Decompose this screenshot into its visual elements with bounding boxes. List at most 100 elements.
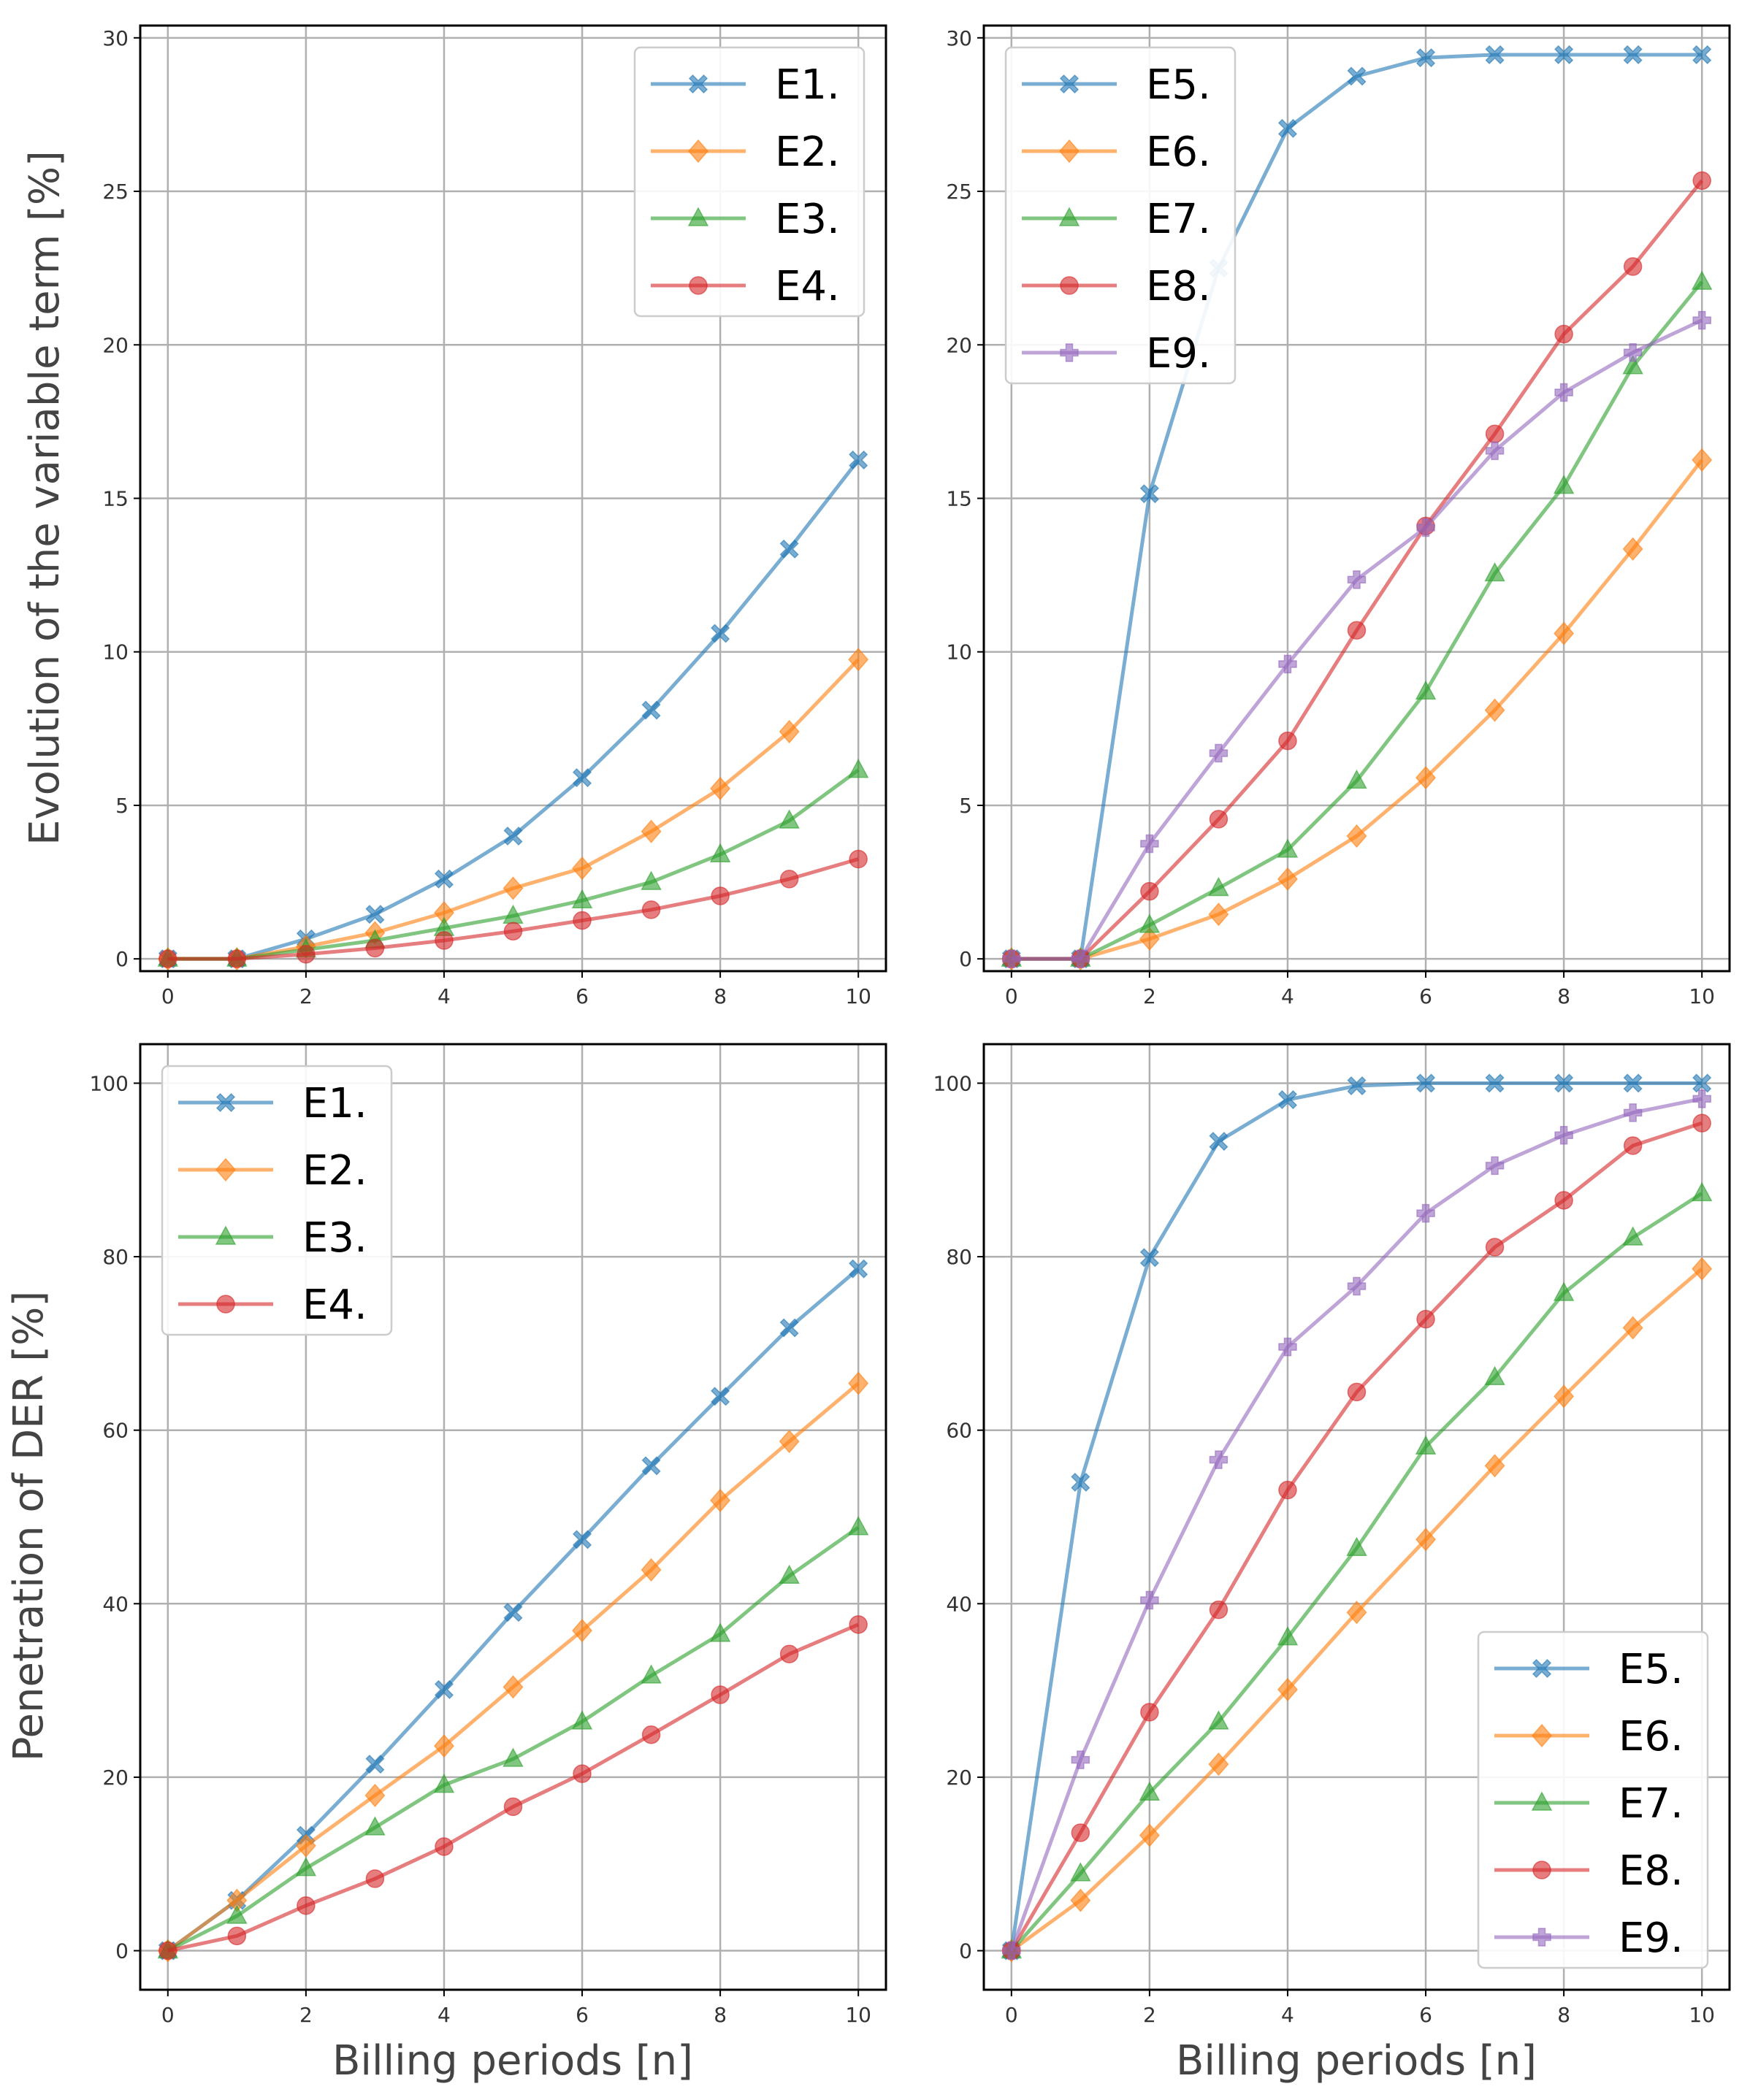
legend-box <box>1004 46 1237 385</box>
data-point <box>641 1725 661 1744</box>
data-point <box>641 819 662 843</box>
y-tick-label: 100 <box>933 1071 972 1095</box>
x-tick-label: 2 <box>1143 2003 1156 2027</box>
data-point <box>1416 1309 1435 1329</box>
legend-marker <box>688 139 708 164</box>
data-point <box>711 1387 730 1406</box>
x-tick-label: 10 <box>845 2003 871 2027</box>
data-point <box>1208 876 1229 897</box>
data-point <box>1623 1103 1643 1122</box>
data-point <box>158 949 177 968</box>
x-tick-label: 10 <box>1689 2003 1715 2027</box>
y-tick-label: 15 <box>102 487 129 511</box>
data-point <box>1484 698 1505 722</box>
data-point <box>503 826 523 846</box>
data-point <box>1278 731 1297 751</box>
data-point <box>711 886 730 905</box>
data-point <box>297 1896 316 1915</box>
data-point <box>433 1734 454 1758</box>
x-tick-label: 8 <box>1557 984 1570 1008</box>
y-tick-label: 60 <box>946 1419 972 1443</box>
data-point <box>1208 1710 1229 1730</box>
data-point <box>779 719 800 744</box>
data-point <box>1209 1132 1229 1151</box>
data-point <box>1071 1750 1090 1769</box>
data-point <box>1623 1073 1643 1093</box>
data-point <box>503 921 523 941</box>
data-point <box>1139 1781 1161 1801</box>
legend-label: E6. <box>1619 1713 1684 1760</box>
data-point <box>1692 310 1711 330</box>
data-point <box>1485 45 1505 65</box>
data-point <box>1484 1454 1505 1478</box>
legend-marker <box>1532 1861 1551 1879</box>
data-point <box>1002 1941 1021 1961</box>
legend-marker <box>1060 343 1079 362</box>
data-point <box>1140 834 1159 854</box>
data-point <box>1415 765 1437 790</box>
x-tick-label: 8 <box>714 2003 727 2027</box>
data-point <box>365 1755 385 1774</box>
data-point <box>779 539 799 559</box>
data-point <box>435 1837 454 1856</box>
data-point <box>1554 1384 1575 1409</box>
data-point <box>227 1926 247 1946</box>
y-tick-label: 30 <box>946 26 972 50</box>
y-tick-label: 60 <box>102 1419 129 1443</box>
data-point <box>1554 1073 1574 1093</box>
data-point <box>1140 1590 1159 1610</box>
top-left-chart: 0 2 4 6 8 10 0 5 10 15 20 25 30 E1. E2. E3. E4. <box>102 24 887 1008</box>
legend-marker <box>1532 1723 1552 1748</box>
series-e9 <box>1002 1089 1711 1961</box>
data-point <box>710 776 731 800</box>
data-point <box>1485 1238 1505 1257</box>
data-point <box>434 1679 454 1699</box>
y-tick-label: 0 <box>959 1939 972 1963</box>
legend-marker <box>1060 276 1079 295</box>
data-point <box>1554 1191 1573 1210</box>
legend-label: E9. <box>1146 330 1211 378</box>
legend: E5. E6. E7. E8. E9. <box>1477 1630 1709 1969</box>
y-tick-label: 5 <box>115 794 129 818</box>
data-point <box>1553 1281 1575 1301</box>
y-tick-label: 25 <box>102 180 129 204</box>
data-point <box>1553 475 1575 494</box>
data-point <box>1139 927 1160 951</box>
data-point <box>1692 171 1711 191</box>
series-e8 <box>1002 1114 1711 1961</box>
y-tick-label: 15 <box>946 487 972 511</box>
legend-marker <box>687 207 709 226</box>
data-point <box>1277 838 1299 858</box>
data-point <box>1277 867 1298 892</box>
data-point <box>1622 355 1643 375</box>
x-tick-label: 4 <box>1281 2003 1294 2027</box>
data-point <box>226 1904 248 1924</box>
legend-marker <box>1531 1791 1553 1811</box>
bottom-left-x-axis-label: Billing periods [n] <box>332 2037 693 2085</box>
data-point <box>849 450 868 470</box>
y-tick-label: 80 <box>946 1245 972 1269</box>
series-e9 <box>1002 310 1711 968</box>
data-point <box>1071 949 1090 968</box>
data-point <box>711 1685 730 1704</box>
legend-marker <box>216 1295 235 1314</box>
data-point <box>1209 810 1229 829</box>
legend-box <box>633 46 866 318</box>
data-point <box>1140 881 1159 901</box>
legend-label: E5. <box>1619 1646 1684 1693</box>
data-point <box>1347 66 1367 86</box>
data-point <box>1623 343 1643 362</box>
data-point <box>1277 1626 1299 1646</box>
data-point <box>1692 1089 1711 1108</box>
data-point <box>779 1644 799 1663</box>
legend-label: E8. <box>1146 263 1211 310</box>
data-point <box>641 1664 662 1684</box>
legend-marker <box>1058 207 1080 226</box>
data-point <box>1416 1203 1435 1223</box>
series-e2 <box>157 1371 869 1963</box>
data-point <box>503 1675 524 1699</box>
data-point <box>848 1371 869 1395</box>
legend: E5. E6. E7. E8. E9. <box>1004 46 1237 385</box>
axes-frame <box>139 1043 887 1991</box>
